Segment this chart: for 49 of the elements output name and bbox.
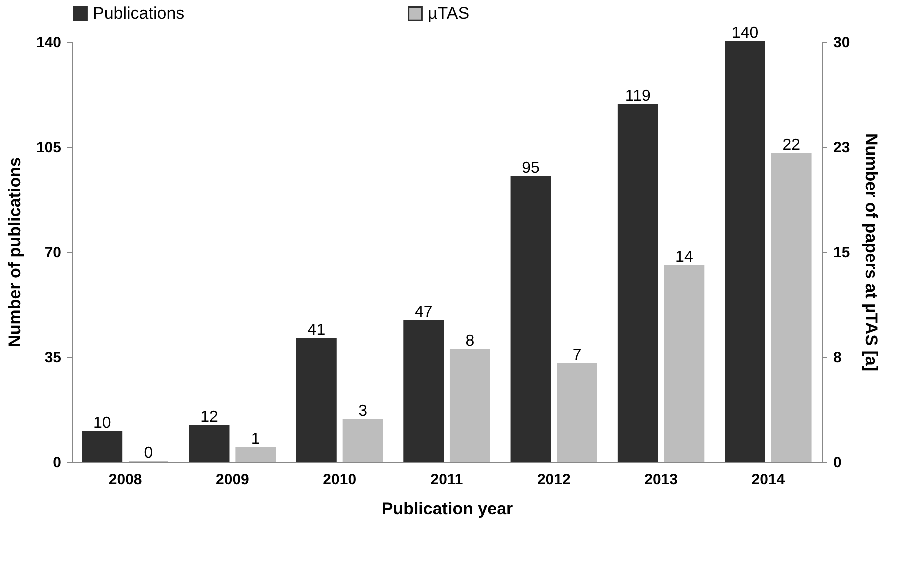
x-tick-label: 2008	[108, 472, 142, 488]
x-tick-label: 2011	[430, 472, 464, 488]
legend-label: µTAS	[428, 4, 470, 23]
y2-tick-label: 8	[834, 350, 842, 366]
bar	[557, 364, 598, 462]
x-tick-label: 2009	[216, 472, 250, 488]
data-label: 14	[676, 249, 694, 266]
bar	[342, 420, 384, 462]
y-tick-label: 0	[53, 454, 62, 472]
y2-axis-title: Number of papers at µTAS [a]	[862, 133, 882, 372]
data-label: 119	[625, 88, 651, 105]
y2-tick-label: 23	[834, 140, 850, 156]
bar	[771, 154, 812, 462]
y2-tick-label: 0	[834, 454, 842, 472]
x-tick-label: 2012	[537, 472, 571, 488]
y-axis-title: Number of publications	[5, 158, 24, 348]
data-label: 41	[308, 322, 326, 339]
data-label: 47	[414, 304, 433, 321]
bar	[618, 104, 658, 462]
y-tick-label: 105	[36, 140, 62, 156]
bar	[189, 426, 230, 462]
x-axis-title: Publication year	[382, 500, 514, 518]
data-label: 10	[94, 415, 112, 432]
x-tick-label: 2010	[323, 472, 357, 488]
y2-tick-label: 15	[834, 244, 850, 262]
data-label: 12	[200, 409, 219, 426]
x-tick-label: 2013	[644, 472, 678, 488]
bar	[296, 338, 337, 462]
legend-label: Publications	[93, 4, 185, 23]
bar	[664, 266, 705, 462]
y-tick-label: 35	[44, 350, 62, 366]
data-label: 3	[358, 403, 368, 420]
data-label: 7	[572, 347, 582, 364]
bar	[450, 350, 490, 462]
data-label: 95	[522, 160, 540, 177]
data-label: 8	[466, 333, 475, 350]
data-label: 1	[251, 431, 260, 448]
data-label: 140	[732, 25, 759, 42]
bar	[82, 432, 123, 462]
y-tick-label: 140	[36, 34, 62, 52]
y-tick-label: 70	[44, 244, 62, 262]
data-label: 0	[144, 445, 154, 462]
bar	[510, 176, 552, 462]
bar	[725, 42, 766, 462]
data-label: 22	[782, 137, 801, 154]
y2-tick-label: 30	[834, 34, 850, 52]
bar	[404, 320, 444, 462]
x-tick-label: 2014	[752, 472, 786, 488]
bar	[236, 448, 276, 462]
